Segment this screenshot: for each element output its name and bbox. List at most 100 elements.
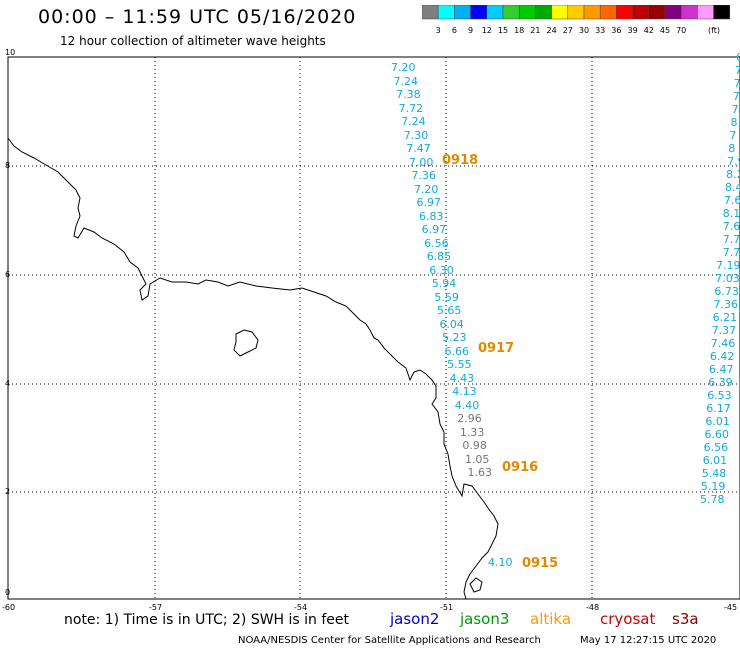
- wave-height-value: 8.1: [722, 207, 740, 220]
- wave-height-value: 5.55: [447, 358, 472, 371]
- footer-note: note: 1) Time is in UTC; 2) SWH is in fe…: [64, 612, 350, 628]
- longitude-label: -45: [724, 603, 738, 612]
- wave-height-value: 4.10: [488, 556, 513, 569]
- wave-height-value: 1.05: [464, 452, 490, 466]
- wave-height-value: 6.85: [426, 250, 452, 263]
- wave-height-value: 7.79: [722, 233, 740, 246]
- color-scale-legend: 3 6 9 12 15 18 21 24 27 30 33 36 39 42 45 70 (ft): [422, 5, 731, 35]
- colorbar-tick-label: 9: [468, 26, 473, 35]
- coastline: [7, 137, 499, 600]
- wave-height-value: 4.43: [449, 371, 475, 385]
- wave-height-value: 7.36: [713, 298, 739, 311]
- wave-height-value: 7: [732, 90, 740, 103]
- wave-height-value: 1.63: [467, 466, 493, 479]
- generated-timestamp: May 17 12:27:15 UTC 2020: [580, 635, 717, 646]
- wave-height-value: 6.01: [705, 415, 730, 428]
- wave-height-value: 7: [734, 64, 740, 77]
- wave-height-value: 0.98: [462, 439, 487, 452]
- wave-height-value: 6.97: [416, 196, 442, 209]
- colorbar-unit: (ft): [708, 26, 720, 35]
- wave-height-value: 7.46: [710, 337, 736, 350]
- island: [233, 329, 259, 357]
- pass-time-label: 0918: [442, 153, 479, 168]
- wave-height-value: 7.6: [723, 194, 740, 207]
- longitude-label: -48: [586, 603, 600, 612]
- colorbar-tick-label: 33: [595, 26, 605, 35]
- wave-height-value: 6.97: [421, 223, 447, 236]
- wave-height-value: 5.19: [700, 480, 726, 493]
- wave-height-value: 7.24: [401, 115, 426, 128]
- wave-height-value: 5.94: [431, 277, 457, 290]
- wave-height-value: 7: [729, 129, 737, 142]
- wave-height-value: 6.56: [703, 441, 729, 454]
- colorbar-tick-label: 24: [547, 26, 557, 35]
- island-2: [469, 577, 483, 593]
- wave-height-value: 6.17: [706, 402, 731, 415]
- colorbar-tick-label: 30: [579, 26, 589, 35]
- wave-height-value: 8: [728, 142, 736, 155]
- map-frame: [7, 56, 740, 600]
- colorbar-tick-label: 15: [498, 26, 508, 35]
- wave-height-value: 5.65: [436, 304, 462, 317]
- wave-height-value: 7.9: [727, 155, 740, 168]
- pass-time-label: 0917: [478, 341, 515, 356]
- wave-height-value: 5.59: [434, 290, 459, 304]
- wave-height-value: 7: [731, 103, 739, 116]
- wave-height-value: 5.78: [700, 493, 725, 506]
- wave-height-value: 6.56: [424, 236, 449, 250]
- longitude-label: -51: [440, 603, 454, 612]
- wave-height-value: 6.66: [444, 344, 470, 358]
- mission-legend-jason3: jason3: [460, 610, 510, 628]
- mission-legend-cryosat: cryosat: [600, 610, 656, 628]
- wave-height-value: 7.38: [396, 88, 421, 101]
- wave-height-value: 7.78: [722, 246, 740, 259]
- wave-height-value: 7.19: [716, 259, 740, 272]
- colorbar-tick-label: 70: [676, 26, 686, 35]
- colorbar-tick-label: 6: [452, 26, 457, 35]
- wave-height-value: 8.2: [726, 168, 740, 181]
- wave-height-value: 7.24: [393, 74, 419, 88]
- latitude-label: 8: [5, 161, 11, 170]
- colorbar-swatch: [713, 5, 731, 20]
- pass-time-label: 0915: [522, 556, 559, 571]
- wave-height-value: 7.36: [411, 169, 436, 182]
- wave-height-value: 6.53: [707, 389, 732, 402]
- wave-height-value: 6.01: [702, 454, 728, 467]
- mission-legend-altika: altika: [530, 610, 572, 628]
- wave-height-value: 7.6: [722, 220, 740, 233]
- credit-text: NOAA/NESDIS Center for Satellite Applica…: [238, 635, 541, 646]
- wave-height-value: 5.23: [442, 331, 467, 344]
- longitude-label: -57: [149, 603, 163, 612]
- wave-height-value: 8: [730, 116, 738, 129]
- wave-height-value: 7.47: [406, 142, 431, 155]
- longitude-label: -54: [294, 603, 308, 612]
- colorbar-tick-label: 45: [660, 26, 670, 35]
- wave-height-value: 6.30: [429, 263, 454, 277]
- colorbar-tick-label: 12: [482, 26, 492, 35]
- wave-height-value: 1.33: [459, 425, 485, 439]
- colorbar-tick-label: 27: [563, 26, 573, 35]
- wave-height-value: 6: [736, 51, 740, 64]
- wave-height-value: 4.13: [452, 385, 477, 398]
- latitude-label: 2: [5, 487, 11, 496]
- wave-height-value: 7.30: [403, 128, 429, 142]
- latitude-label: 0: [5, 588, 11, 597]
- wave-height-value: 7.20: [391, 61, 416, 74]
- wave-height-value: 6.83: [419, 209, 444, 223]
- wave-height-value: 5.48: [701, 467, 727, 480]
- colorbar-tick-label: 21: [530, 26, 540, 35]
- colorbar-tick-label: 39: [628, 26, 638, 35]
- wave-height-value: 7: [733, 77, 740, 90]
- wave-height-value: 6.21: [712, 311, 738, 324]
- latitude-label: 4: [5, 379, 11, 388]
- wave-height-value: 8.4: [725, 181, 740, 194]
- mission-legend-jason2: jason2: [390, 610, 440, 628]
- latitude-label: 6: [5, 270, 11, 279]
- wave-height-value: 7.03: [715, 272, 740, 285]
- colorbar-tick-label: 3: [436, 26, 441, 35]
- longitude-label: -60: [2, 603, 16, 612]
- latitude-label: 10: [5, 48, 16, 57]
- wave-height-value: 6.47: [709, 363, 734, 376]
- page-subtitle: 12 hour collection of altimeter wave hei…: [60, 34, 326, 48]
